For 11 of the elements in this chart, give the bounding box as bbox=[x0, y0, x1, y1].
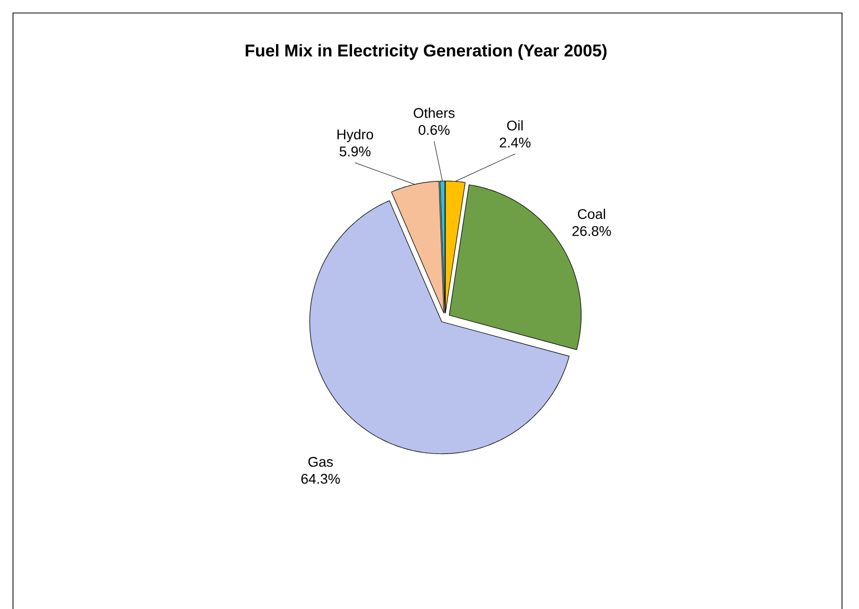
data-label: 2.4% bbox=[500, 137, 530, 148]
slice-label: Coal bbox=[578, 208, 606, 219]
slice-label: Oil bbox=[507, 120, 523, 130]
slice-label: Hydro bbox=[337, 128, 374, 142]
data-label: 26.8% bbox=[572, 226, 611, 236]
slice-label: Gas bbox=[308, 456, 333, 467]
slice-label: Others bbox=[414, 107, 455, 118]
chart-title: Fuel Mix in Electricity Generation (Year 2005) bbox=[246, 44, 607, 60]
data-label: 0.6% bbox=[418, 124, 450, 135]
data-label: 64.3% bbox=[301, 474, 340, 484]
data-label: 5.9% bbox=[340, 146, 370, 156]
